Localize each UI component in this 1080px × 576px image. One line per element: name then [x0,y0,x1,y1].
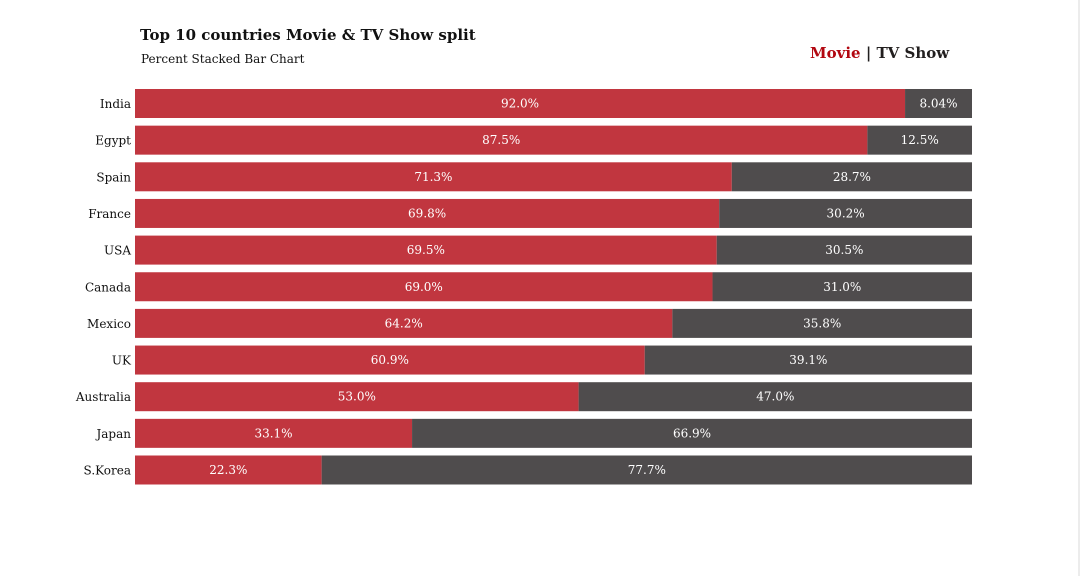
bar-movie-mexico [135,308,673,338]
y-tick-label: UK [112,354,132,368]
chart-subtitle: Percent Stacked Bar Chart [141,52,305,66]
bar-tv-show-france [719,198,972,228]
data-label-movie: 71.3% [414,170,452,184]
data-label-tv-show: 39.1% [789,353,827,367]
data-label-movie: 92.0% [501,97,539,111]
bar-movie-s-korea [135,455,322,485]
y-tick-label: Spain [96,170,131,184]
bar-tv-show-japan [412,418,972,448]
legend-tv-label: TV Show [876,44,950,62]
data-label-movie: 69.8% [408,206,446,220]
bar-movie-usa [135,235,717,265]
bar-tv-show-spain [731,162,972,192]
data-label-tv-show: 66.9% [673,426,711,440]
data-label-movie: 69.0% [405,280,443,294]
bar-tv-show-s-korea [321,455,972,485]
bar-tv-show-india [905,89,972,118]
data-label-tv-show: 8.04% [919,97,957,111]
data-label-tv-show: 12.5% [901,133,939,147]
data-label-tv-show: 30.5% [825,243,863,257]
y-tick-label: Egypt [95,134,131,148]
legend-separator: | [865,44,872,62]
bar-tv-show-canada [712,272,972,302]
data-label-movie: 69.5% [407,243,445,257]
bar-movie-france [135,198,720,228]
data-label-movie: 64.2% [385,316,423,330]
bar-movie-uk [135,345,645,375]
bar-tv-show-mexico [672,308,972,338]
data-label-movie: 22.3% [209,463,247,477]
y-tick-label: France [88,207,131,221]
y-tick-label: India [100,97,131,111]
data-label-movie: 60.9% [371,353,409,367]
data-label-tv-show: 35.8% [803,316,841,330]
data-label-movie: 87.5% [482,133,520,147]
data-label-tv-show: 47.0% [756,390,794,404]
legend: Movie | TV Show [810,44,949,62]
legend-movie-label: Movie [810,44,861,62]
data-label-tv-show: 28.7% [833,170,871,184]
bar-movie-australia [135,382,579,412]
bar-movie-canada [135,272,713,302]
chart-title: Top 10 countries Movie & TV Show split [140,26,476,44]
data-label-movie: 53.0% [338,390,376,404]
bar-tv-show-australia [578,382,972,412]
data-label-tv-show: 30.2% [827,206,865,220]
bar-movie-spain [135,162,732,192]
y-tick-label: USA [104,244,131,258]
bar-tv-show-uk [644,345,972,375]
y-tick-label: Australia [75,390,131,404]
data-label-movie: 33.1% [254,426,292,440]
y-tick-label: Mexico [87,317,131,331]
bar-tv-show-egypt [867,125,972,155]
bar-tv-show-usa [716,235,972,265]
data-label-tv-show: 31.0% [823,280,861,294]
right-edge-divider [1078,0,1080,576]
data-label-tv-show: 77.7% [628,463,666,477]
y-tick-label: S.Korea [84,464,131,478]
bar-movie-india [135,89,906,118]
y-tick-label: Japan [94,427,131,441]
bar-movie-japan [135,418,413,448]
y-tick-label: Canada [85,280,131,294]
bar-movie-egypt [135,125,868,155]
